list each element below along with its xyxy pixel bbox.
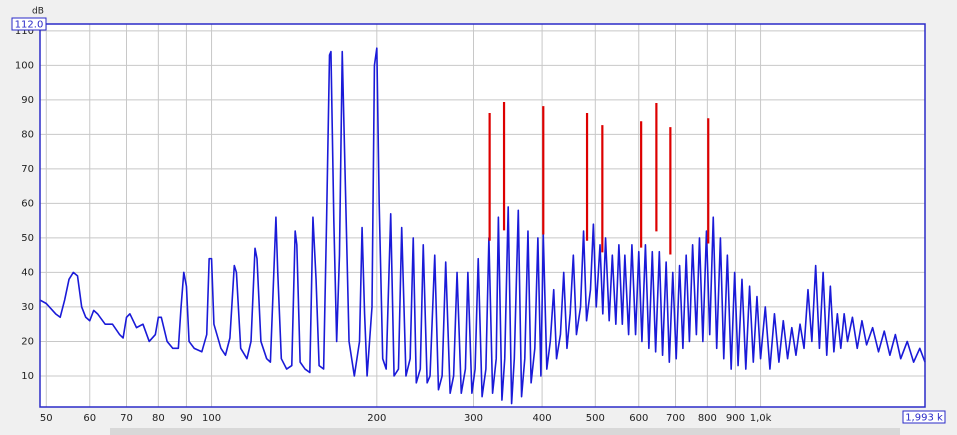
x-tick-label: 400 bbox=[533, 413, 552, 424]
x-tick-label: 50 bbox=[40, 413, 53, 424]
ylim-top-label: 112.0 bbox=[15, 20, 44, 31]
x-tick-label: 100 bbox=[202, 413, 221, 424]
x-tick-label: 90 bbox=[180, 413, 193, 424]
x-tick-label: 800 bbox=[698, 413, 717, 424]
y-tick-label: 80 bbox=[21, 129, 34, 140]
y-tick-label: 60 bbox=[21, 198, 34, 209]
y-tick-label: 110 bbox=[15, 26, 34, 37]
y-unit-label: dB bbox=[32, 7, 44, 17]
y-tick-label: 30 bbox=[21, 302, 34, 313]
y-tick-label: 90 bbox=[21, 95, 34, 106]
plot-area bbox=[40, 24, 925, 407]
xlim-right-label: 1,993 k bbox=[905, 413, 943, 424]
x-tick-label: 500 bbox=[586, 413, 605, 424]
y-tick-label: 100 bbox=[15, 60, 34, 71]
y-tick-label: 10 bbox=[21, 371, 34, 382]
x-tick-label: 1,0k bbox=[750, 413, 772, 424]
x-tick-label: 80 bbox=[152, 413, 165, 424]
x-tick-label: 70 bbox=[120, 413, 133, 424]
xlim-box bbox=[902, 410, 946, 424]
x-tick-label: 600 bbox=[629, 413, 648, 424]
y-tick-label: 20 bbox=[21, 336, 34, 347]
plot-content bbox=[39, 47, 926, 405]
x-tick-label: 900 bbox=[726, 413, 745, 424]
y-tick-label: 70 bbox=[21, 164, 34, 175]
ylim-box bbox=[11, 17, 47, 31]
x-tick-label: 700 bbox=[666, 413, 685, 424]
x-tick-label: 300 bbox=[464, 413, 483, 424]
x-tick-label: 60 bbox=[83, 413, 96, 424]
x-tick-label: 200 bbox=[367, 413, 386, 424]
spectrum-line bbox=[39, 47, 926, 405]
y-tick-label: 50 bbox=[21, 233, 34, 244]
plot-border bbox=[39, 23, 926, 408]
labels: 10 20 30 40 50 60 70 80 90 100 110 50 60 70 80 90 100 200… bbox=[15, 26, 772, 424]
y-tick-label: 40 bbox=[21, 267, 34, 278]
scrollbar[interactable] bbox=[110, 428, 900, 435]
